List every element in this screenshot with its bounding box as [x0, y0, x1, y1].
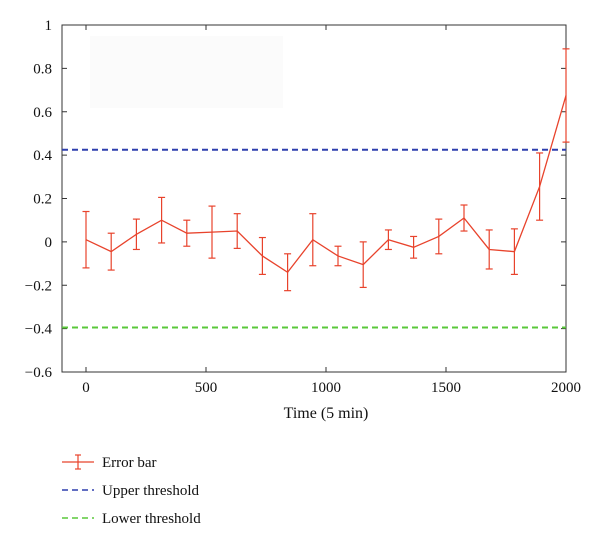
- x-axis-title: Time (5 min): [284, 405, 369, 422]
- error-bar: [510, 228, 518, 276]
- legend-label: Lower threshold: [102, 511, 201, 527]
- y-tick-label: 1: [45, 18, 53, 34]
- x-tick-label: 1000: [311, 380, 341, 396]
- legend-label: Upper threshold: [102, 483, 200, 499]
- error-bar: [536, 152, 544, 221]
- legend-label: Error bar: [102, 455, 157, 471]
- y-axis: −0.6 −0.4 −0.2 0 0.2 0.4 0.6 0.8 1: [25, 18, 566, 381]
- x-tick-label: 2000: [551, 380, 581, 396]
- error-bar-series-line: [85, 95, 567, 274]
- error-bar: [384, 229, 392, 251]
- error-bar: [435, 218, 443, 255]
- error-bar: [233, 213, 241, 249]
- x-axis: 0 500 1000 1500 2000: [82, 25, 581, 396]
- y-tick-label: 0.2: [33, 192, 52, 208]
- error-bar: [460, 204, 468, 232]
- y-tick-label: −0.4: [25, 322, 53, 338]
- error-bar: [309, 213, 317, 267]
- y-tick-label: −0.2: [25, 278, 52, 294]
- series-layer: [62, 48, 570, 329]
- error-bar: [359, 241, 367, 289]
- x-tick-label: 0: [82, 380, 90, 396]
- error-bar: [334, 245, 342, 267]
- error-bar: [158, 196, 166, 244]
- error-bar: [82, 210, 90, 269]
- error-bar: [562, 48, 570, 143]
- y-tick-label: 0: [45, 235, 53, 251]
- error-bar: [284, 253, 292, 292]
- error-bar: [107, 232, 115, 271]
- x-tick-label: 500: [195, 380, 218, 396]
- legend: Error bar Upper threshold Lower threshold: [62, 454, 201, 527]
- error-bar: [183, 219, 191, 247]
- error-bar: [485, 229, 493, 270]
- error-bar: [132, 218, 140, 251]
- error-bar: [410, 235, 418, 259]
- y-tick-label: −0.6: [25, 365, 53, 381]
- y-tick-label: 0.4: [33, 148, 52, 164]
- error-bar: [208, 205, 216, 259]
- faint-background-box: [90, 36, 283, 108]
- x-tick-label: 1500: [431, 380, 461, 396]
- y-tick-label: 0.8: [33, 61, 52, 77]
- error-bar: [258, 236, 266, 276]
- y-tick-label: 0.6: [33, 105, 52, 121]
